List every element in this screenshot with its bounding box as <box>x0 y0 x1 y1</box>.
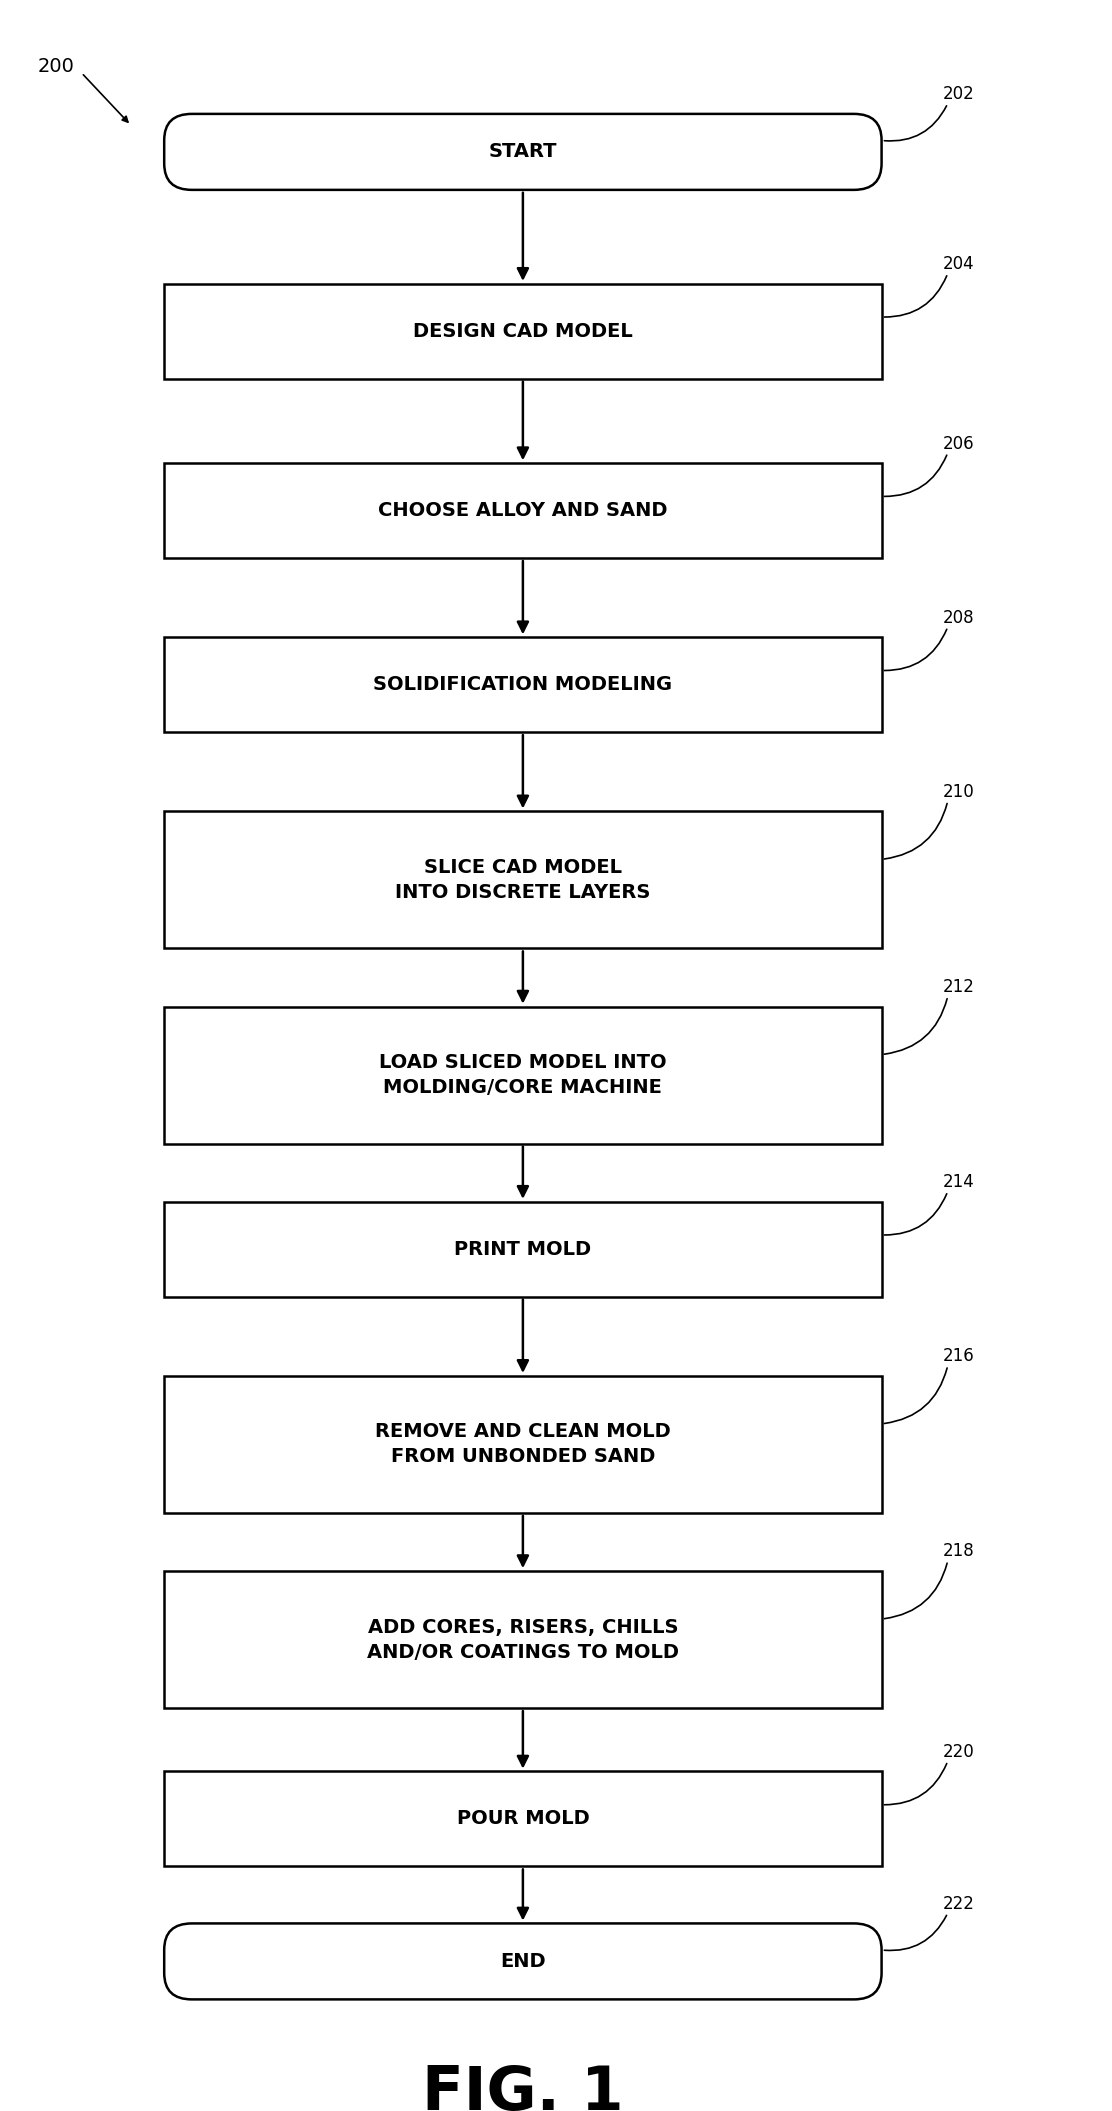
Text: LOAD SLICED MODEL INTO
MOLDING/CORE MACHINE: LOAD SLICED MODEL INTO MOLDING/CORE MACH… <box>379 1053 667 1098</box>
FancyBboxPatch shape <box>165 114 882 190</box>
Bar <box>165 638 882 733</box>
Bar <box>165 1376 882 1514</box>
Bar <box>165 1571 882 1708</box>
Text: 206: 206 <box>942 435 974 452</box>
Text: 220: 220 <box>942 1744 974 1761</box>
Text: 214: 214 <box>942 1174 974 1191</box>
Text: POUR MOLD: POUR MOLD <box>457 1809 589 1828</box>
Text: PRINT MOLD: PRINT MOLD <box>455 1239 592 1258</box>
Text: 200: 200 <box>38 57 75 76</box>
Text: SLICE CAD MODEL
INTO DISCRETE LAYERS: SLICE CAD MODEL INTO DISCRETE LAYERS <box>395 857 651 901</box>
Text: 208: 208 <box>942 608 974 627</box>
Bar <box>165 283 882 378</box>
Text: REMOVE AND CLEAN MOLD
FROM UNBONDED SAND: REMOVE AND CLEAN MOLD FROM UNBONDED SAND <box>375 1423 671 1467</box>
Bar <box>165 811 882 948</box>
Text: 222: 222 <box>942 1896 974 1913</box>
Bar <box>165 462 882 557</box>
Text: FIG. 1: FIG. 1 <box>423 2065 624 2111</box>
Bar <box>165 1771 882 1866</box>
Bar <box>165 1201 882 1296</box>
Text: 210: 210 <box>942 783 974 800</box>
Text: ADD CORES, RISERS, CHILLS
AND/OR COATINGS TO MOLD: ADD CORES, RISERS, CHILLS AND/OR COATING… <box>367 1617 679 1661</box>
Text: 204: 204 <box>942 255 974 272</box>
Text: 212: 212 <box>942 977 974 996</box>
Text: 216: 216 <box>942 1347 974 1366</box>
Text: START: START <box>488 141 557 160</box>
Text: DESIGN CAD MODEL: DESIGN CAD MODEL <box>413 321 633 340</box>
FancyBboxPatch shape <box>165 1923 882 1999</box>
Text: 218: 218 <box>942 1543 974 1560</box>
Text: SOLIDIFICATION MODELING: SOLIDIFICATION MODELING <box>374 676 673 695</box>
Text: END: END <box>500 1953 546 1972</box>
Text: 202: 202 <box>942 84 974 103</box>
Bar <box>165 1007 882 1144</box>
Text: CHOOSE ALLOY AND SAND: CHOOSE ALLOY AND SAND <box>378 500 667 519</box>
